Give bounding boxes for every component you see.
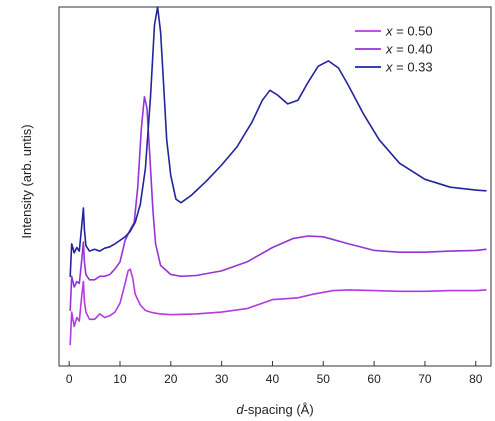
plot-frame — [58, 6, 492, 367]
x-tick-label: 40 — [266, 372, 280, 386]
ticks-layer: 0 10 20 30 40 50 60 70 80 — [66, 361, 483, 386]
x-tick-label: 20 — [164, 372, 178, 386]
x-tick-label: 80 — [469, 372, 483, 386]
x-tick-label: 0 — [66, 372, 73, 386]
x-axis-title-italic: d — [236, 402, 244, 417]
x-axis-title: d-spacing (Å) — [236, 402, 313, 417]
legend-label-2: x = 0.40 — [385, 42, 433, 57]
legend-label-1: x = 0.50 — [385, 24, 433, 39]
x-tick-label: 10 — [113, 372, 127, 386]
x-tick-label: 50 — [317, 372, 331, 386]
x-tick-label: 60 — [367, 372, 381, 386]
series-line-1 — [69, 268, 487, 346]
x-tick-label: 70 — [418, 372, 432, 386]
x-tick-label: 30 — [215, 372, 229, 386]
legend-label-3: x = 0.33 — [385, 60, 433, 75]
x-axis-title-rest: -spacing (Å) — [244, 402, 314, 417]
y-axis-title: Intensity (arb. untis) — [19, 124, 34, 238]
legend: x = 0.50 x = 0.40 x = 0.33 — [355, 24, 433, 75]
series-layer — [69, 6, 487, 346]
series-line-2 — [69, 96, 487, 312]
series-line-3 — [69, 6, 487, 278]
